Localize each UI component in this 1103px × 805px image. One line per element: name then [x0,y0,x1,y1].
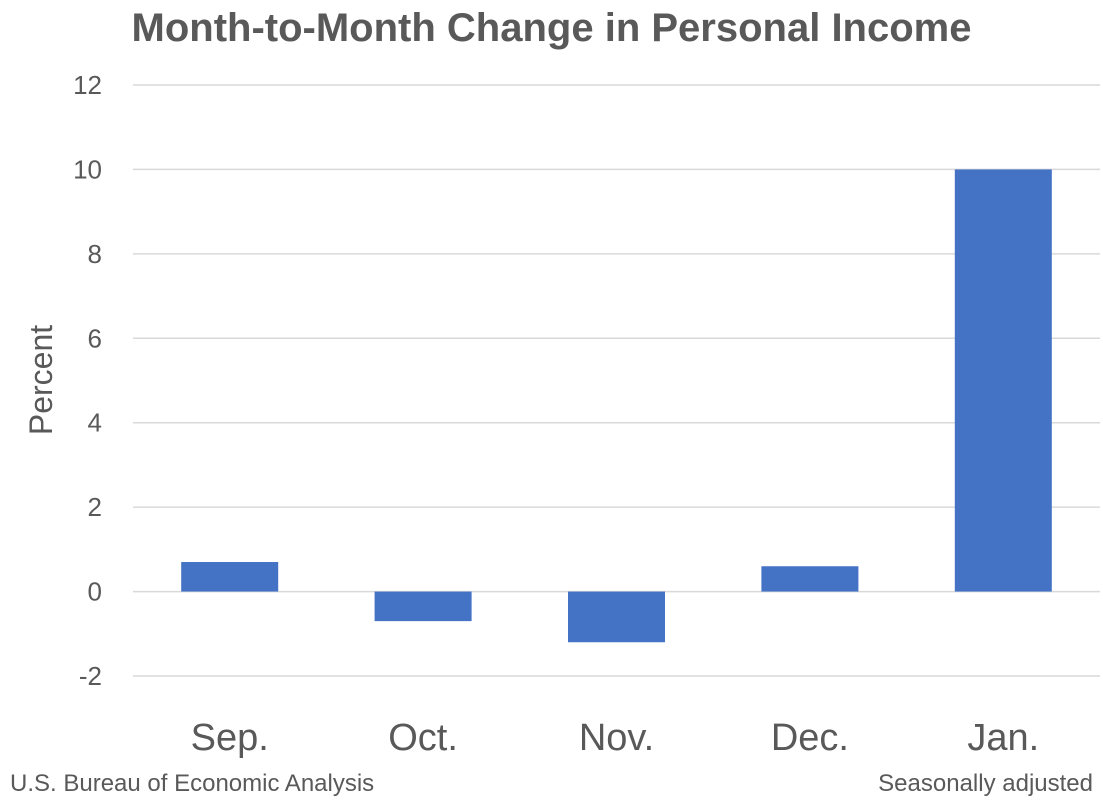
category-label: Dec. [771,717,849,759]
category-label: Nov. [579,717,654,759]
chart-title: Month-to-Month Change in Personal Income [131,6,972,50]
bar-sep [181,562,279,592]
y-tick-label: 12 [73,70,102,100]
bar-oct [374,591,472,622]
bar-dec [761,566,859,592]
source-credit: U.S. Bureau of Economic Analysis [10,770,375,797]
y-axis-label: Percent [23,325,59,435]
y-tick-label: 2 [88,492,102,522]
y-tick-label: 6 [88,323,102,353]
category-labels: Sep. Oct. Nov. Dec. Jan. [191,717,1040,759]
category-label: Oct. [388,717,458,759]
bar-nov [568,591,665,643]
y-tick-label: -2 [79,661,102,691]
y-tick-label: 8 [88,239,102,269]
bar-jan [954,169,1052,592]
category-label: Sep. [191,717,269,759]
category-label: Jan. [967,717,1039,759]
y-tick-labels: -2 0 2 4 6 8 10 12 [73,70,102,691]
y-tick-label: 4 [88,408,102,438]
y-tick-label: 0 [88,577,102,607]
seasonal-note: Seasonally adjusted [878,770,1093,797]
y-tick-label: 10 [73,154,102,184]
bars [181,169,1052,643]
